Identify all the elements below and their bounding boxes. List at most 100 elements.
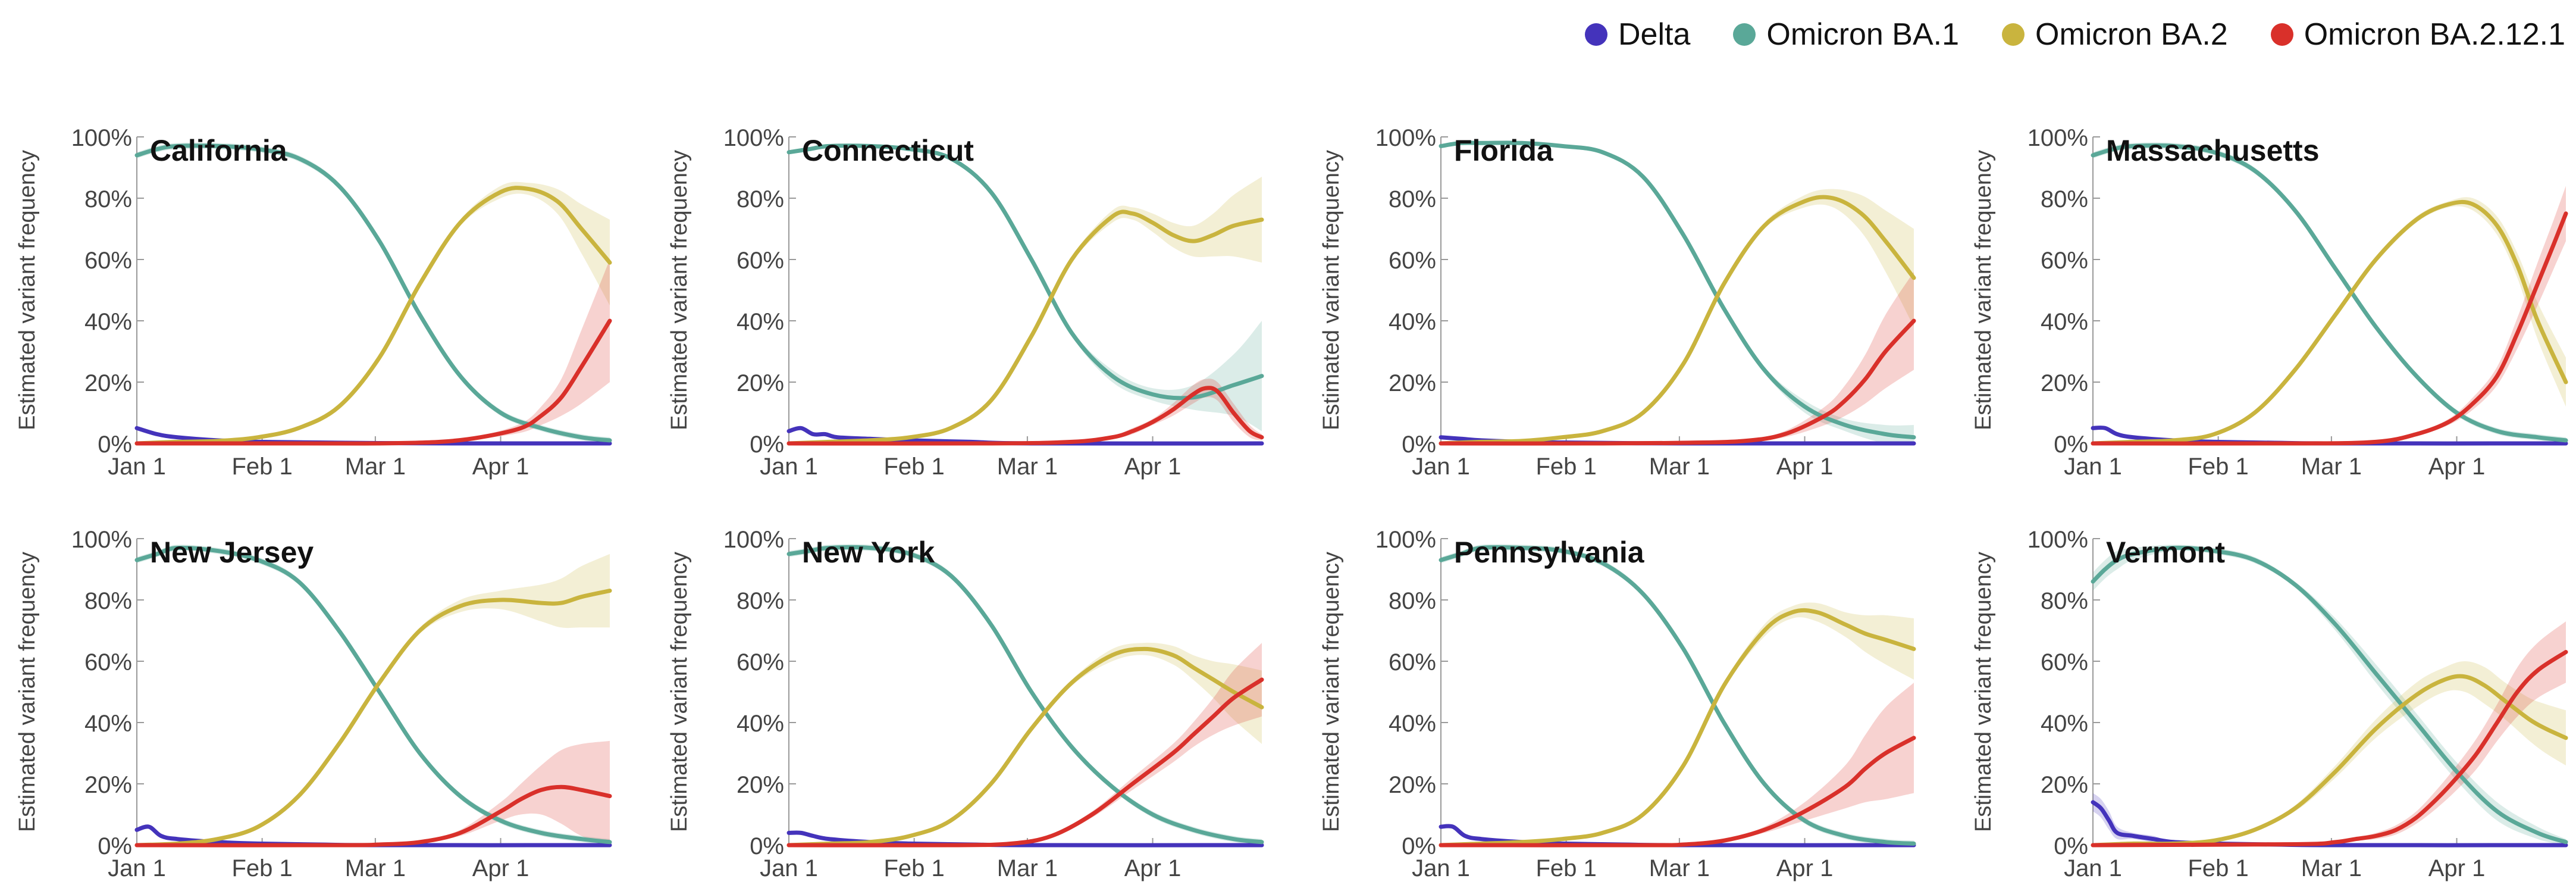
series-line-omicron-ba-2 [134, 186, 612, 446]
series-line-omicron-ba-2-12-1 [1439, 318, 1916, 446]
series-line-omicron-ba-2-12-1 [134, 784, 612, 848]
x-tick-label: Jan 1 [2064, 454, 2122, 480]
y-axis-label: Estimated variant frequency [1971, 552, 1996, 832]
legend-label-omicron-ba2121: Omicron BA.2.12.1 [2304, 17, 2565, 52]
y-tick-label: 80% [1389, 588, 1436, 614]
band-omicron-ba-2 [1441, 189, 1914, 443]
x-tick-label: Feb 1 [1535, 454, 1596, 480]
band-omicron-ba-2-12-1 [789, 379, 1262, 444]
y-tick-label: 80% [737, 186, 784, 212]
y-tick-label: 60% [1389, 248, 1436, 274]
panel-title: Pennsylvania [1454, 536, 1645, 569]
panel-florida: 0% 20% 40% 60% 80% 100% Jan 1 Feb 1 Mar 1 Apr 1 Es… [1319, 125, 1916, 480]
legend-marker-delta [1584, 23, 1607, 46]
y-tick-label: 20% [1389, 772, 1436, 798]
y-tick-label: 100% [71, 125, 132, 151]
panel-massachusetts: 0% 20% 40% 60% 80% 100% Jan 1 Feb 1 Mar 1 Apr 1 Es… [1971, 125, 2568, 480]
y-tick-label: 0% [98, 432, 132, 458]
series-line-omicron-ba-2 [134, 589, 612, 848]
y-tick-label: 40% [1389, 309, 1436, 335]
band-omicron-ba-2 [789, 642, 1262, 845]
y-tick-label: 60% [84, 649, 132, 676]
y-tick-label: 60% [2041, 248, 2088, 274]
x-tick-label: Mar 1 [1649, 855, 1710, 881]
y-tick-label: 80% [1389, 186, 1436, 212]
y-tick-label: 20% [1389, 370, 1436, 396]
x-tick-label: Jan 1 [1412, 855, 1470, 881]
panel-title: Florida [1454, 134, 1554, 167]
x-tick-label: Apr 1 [1124, 855, 1182, 881]
y-tick-label: 0% [98, 833, 132, 859]
legend: Delta Omicron BA.1 Omicron BA.2 Omicron … [1584, 17, 2565, 52]
band-omicron-ba-1 [2093, 545, 2566, 845]
y-tick-label: 0% [2054, 432, 2088, 458]
x-tick-label: Apr 1 [2428, 855, 2486, 881]
y-tick-label: 0% [2054, 833, 2088, 859]
y-tick-label: 0% [750, 432, 784, 458]
y-tick-label: 60% [737, 248, 784, 274]
band-omicron-ba-1 [2093, 142, 2566, 443]
panel-new-york: 0% 20% 40% 60% 80% 100% Jan 1 Feb 1 Mar 1 Apr 1 Es… [667, 527, 1264, 881]
x-tick-label: Feb 1 [883, 855, 944, 881]
series-line-omicron-ba-2 [786, 646, 1264, 848]
x-tick-label: Feb 1 [2188, 454, 2248, 480]
y-tick-label: 60% [1389, 649, 1436, 676]
y-tick-label: 80% [2041, 186, 2088, 212]
y-tick-label: 80% [84, 588, 132, 614]
legend-label-delta: Delta [1618, 17, 1691, 52]
x-tick-label: Jan 1 [108, 454, 166, 480]
y-axis-label: Estimated variant frequency [15, 150, 40, 430]
y-tick-label: 40% [1389, 711, 1436, 737]
panel-title: Massachusetts [2106, 134, 2320, 167]
series-line-omicron-ba-2-12-1 [786, 677, 1264, 848]
x-tick-label: Jan 1 [1412, 454, 1470, 480]
y-tick-label: 80% [84, 186, 132, 212]
series-line-omicron-ba-2-12-1 [2091, 650, 2568, 848]
y-tick-label: 40% [84, 711, 132, 737]
series-line-omicron-ba-2 [786, 210, 1264, 446]
y-tick-label: 60% [2041, 649, 2088, 676]
y-axis-label: Estimated variant frequency [15, 552, 40, 832]
legend-label-omicron-ba1: Omicron BA.1 [1766, 17, 1960, 52]
band-omicron-ba-2-12-1 [137, 740, 610, 846]
legend-item-omicron-ba1: Omicron BA.1 [1733, 17, 1959, 52]
x-tick-label: Feb 1 [2188, 855, 2248, 881]
x-tick-label: Apr 1 [2428, 454, 2486, 480]
y-tick-label: 40% [737, 711, 784, 737]
legend-label-omicron-ba2: Omicron BA.2 [2035, 17, 2228, 52]
band-omicron-ba-2 [137, 554, 610, 845]
y-tick-label: 100% [1375, 527, 1436, 553]
y-tick-label: 40% [2041, 309, 2088, 335]
y-tick-label: 20% [2041, 772, 2088, 798]
series-line-omicron-ba-1 [2091, 143, 2568, 443]
series-line-omicron-ba-1 [786, 143, 1264, 401]
band-omicron-ba-2-12-1 [1441, 683, 1914, 846]
x-tick-label: Feb 1 [231, 454, 292, 480]
panel-california: 0% 20% 40% 60% 80% 100% Jan 1 Feb 1 Mar 1 Apr 1 Es… [15, 125, 612, 480]
legend-marker-omicron-ba2 [2002, 23, 2025, 46]
y-tick-label: 20% [737, 370, 784, 396]
series-line-omicron-ba-2-12-1 [1439, 736, 1916, 848]
panel-title: Vermont [2106, 536, 2225, 569]
x-tick-label: Mar 1 [345, 454, 406, 480]
panel-title: New Jersey [150, 536, 314, 569]
y-axis-label: Estimated variant frequency [1971, 150, 1996, 430]
x-tick-label: Mar 1 [1649, 454, 1710, 480]
y-tick-label: 80% [2041, 588, 2088, 614]
y-tick-label: 40% [737, 309, 784, 335]
y-tick-label: 0% [750, 833, 784, 859]
series-line-omicron-ba-1 [786, 545, 1264, 845]
series-line-omicron-ba-1 [2091, 545, 2568, 845]
y-tick-label: 20% [2041, 370, 2088, 396]
x-tick-label: Jan 1 [760, 855, 818, 881]
y-tick-label: 40% [2041, 711, 2088, 737]
panel-title: New York [802, 536, 935, 569]
x-tick-label: Mar 1 [345, 855, 406, 881]
x-tick-label: Jan 1 [760, 454, 818, 480]
x-tick-label: Mar 1 [2301, 454, 2362, 480]
x-tick-label: Feb 1 [883, 454, 944, 480]
series-line-omicron-ba-2 [1439, 195, 1916, 446]
panel-title: Connecticut [802, 134, 974, 167]
y-tick-label: 100% [723, 125, 784, 151]
